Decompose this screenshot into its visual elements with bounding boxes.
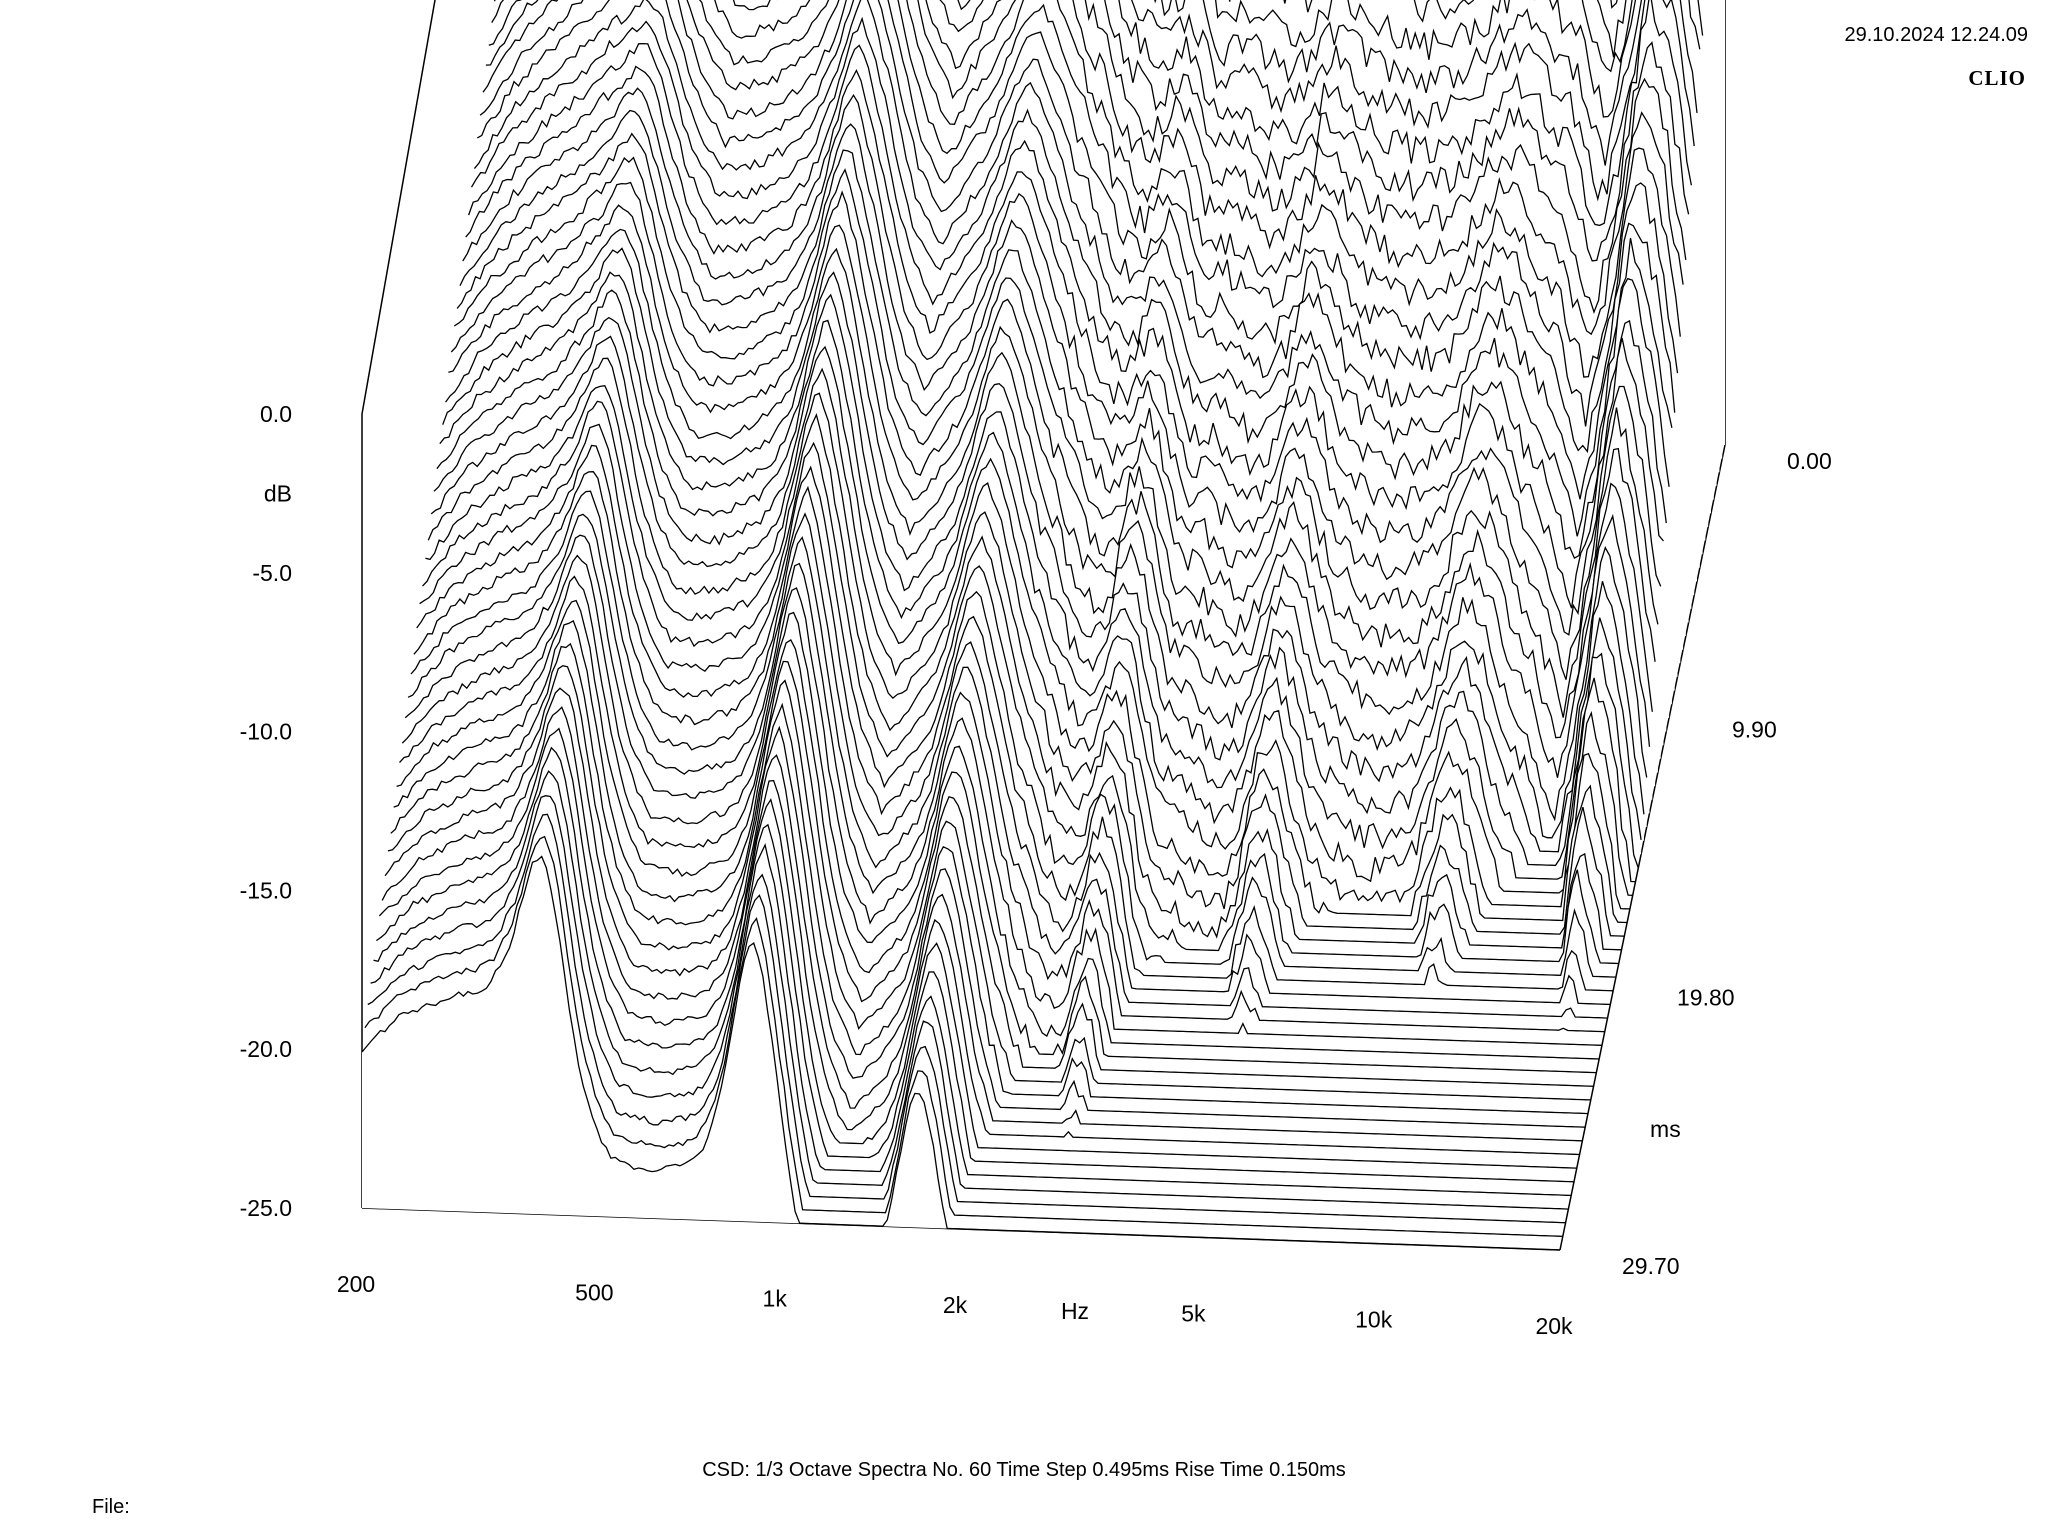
spectrum-mask	[362, 856, 1560, 1250]
spectrum-line	[361, 855, 1561, 1251]
y-tick-label: -5.0	[252, 560, 292, 586]
spectrum-line	[479, 0, 1676, 454]
spectrum-line	[427, 357, 1625, 937]
z-tick-label: 9.90	[1732, 716, 1777, 742]
z-tick-label: 19.80	[1677, 985, 1735, 1011]
spectrum-line	[459, 109, 1656, 718]
spectrum-line	[376, 746, 1575, 1183]
z-tick-label: 29.70	[1622, 1253, 1680, 1279]
floor-right-edge	[1559, 444, 1726, 1251]
spectrum-line	[488, 0, 1684, 336]
z-axis-label: ms	[1650, 1116, 1681, 1142]
spectrum-line	[407, 513, 1605, 1033]
spectrum-line	[445, 228, 1642, 853]
x-tick-label: 20k	[1535, 1313, 1573, 1339]
x-tick-label: 200	[337, 1271, 375, 1297]
spectrum-line	[493, 0, 1690, 262]
spectrum-line	[442, 247, 1639, 869]
spectrum-line	[384, 687, 1583, 1142]
spectrum-line	[404, 534, 1602, 1046]
spectrum-line	[465, 65, 1662, 636]
brand-logo: CLIO	[1968, 66, 2026, 90]
spectrum-line	[482, 0, 1679, 427]
spectrum-line	[399, 575, 1597, 1074]
y-tick-label: -15.0	[240, 877, 292, 903]
spectrum-line	[390, 642, 1589, 1115]
spectrum-line	[373, 770, 1572, 1197]
spectrum-line	[485, 0, 1681, 378]
x-tick-label: 2k	[943, 1292, 968, 1318]
spectrum-line	[957, 0, 1693, 227]
x-tick-label: 500	[575, 1279, 613, 1305]
x-tick-label: 5k	[1181, 1300, 1206, 1326]
y-tick-label: -10.0	[240, 719, 292, 745]
spectrum-line	[410, 490, 1608, 1019]
spectrum-mask	[373, 771, 1572, 1196]
spectrum-line	[393, 619, 1591, 1101]
spectrum-line	[378, 727, 1577, 1169]
z-tick-label: 0.00	[1787, 448, 1832, 474]
spectrum-line	[430, 335, 1628, 924]
spectrum-line	[364, 835, 1563, 1238]
spectrum-line	[422, 400, 1619, 965]
spectrum-line	[473, 0, 1670, 537]
top-left-edge	[361, 0, 436, 415]
spectrum-line	[462, 87, 1659, 680]
spectrum-line	[456, 132, 1653, 739]
spectrum-line	[491, 0, 1687, 315]
spectrum-line	[1131, 0, 1695, 202]
spectrum-line	[367, 813, 1566, 1224]
spectrum-line	[470, 16, 1667, 560]
spectrum-line	[450, 181, 1648, 822]
spectrum-line	[401, 554, 1600, 1060]
file-label: File:	[92, 1496, 130, 1518]
spectra-group	[361, 0, 1725, 1251]
spectrum-line	[448, 204, 1645, 839]
spectrum-line	[433, 316, 1630, 910]
tick-labels: 0.0 -5.0 -10.0 -15.0 -20.0 -25.0 dB 200 500 1k 2k 5…	[240, 401, 1832, 1339]
spectrum-line	[416, 444, 1614, 992]
x-tick-label: 10k	[1355, 1307, 1393, 1333]
csd-settings: CSD: 1/3 Octave Spectra No. 60 Time Step…	[702, 1459, 1346, 1481]
spectrum-line	[381, 706, 1580, 1156]
spectrum-line	[387, 665, 1586, 1128]
spectrum-line	[436, 289, 1633, 896]
spectrum-line	[370, 795, 1569, 1210]
y-tick-label: 0.0	[260, 401, 292, 427]
spectrum-line	[1154, 0, 1698, 166]
y-axis-label: dB	[264, 480, 292, 506]
spectrum-mask	[370, 795, 1569, 1210]
spectrum-line	[439, 271, 1636, 883]
spectrum-line	[453, 156, 1651, 778]
spectrum-line	[419, 423, 1616, 978]
x-tick-label: 1k	[763, 1286, 788, 1312]
spectrum-line	[396, 599, 1594, 1087]
y-tick-label: -20.0	[240, 1036, 292, 1062]
spectrum-line	[425, 384, 1622, 951]
spectrum-line	[413, 471, 1611, 1006]
x-axis-label: Hz	[1061, 1298, 1089, 1324]
spectrum-line	[467, 42, 1664, 609]
y-tick-label: -25.0	[240, 1195, 292, 1221]
spectrum-line	[476, 0, 1673, 500]
datetime-stamp: 29.10.2024 12.24.09	[1844, 24, 2028, 46]
